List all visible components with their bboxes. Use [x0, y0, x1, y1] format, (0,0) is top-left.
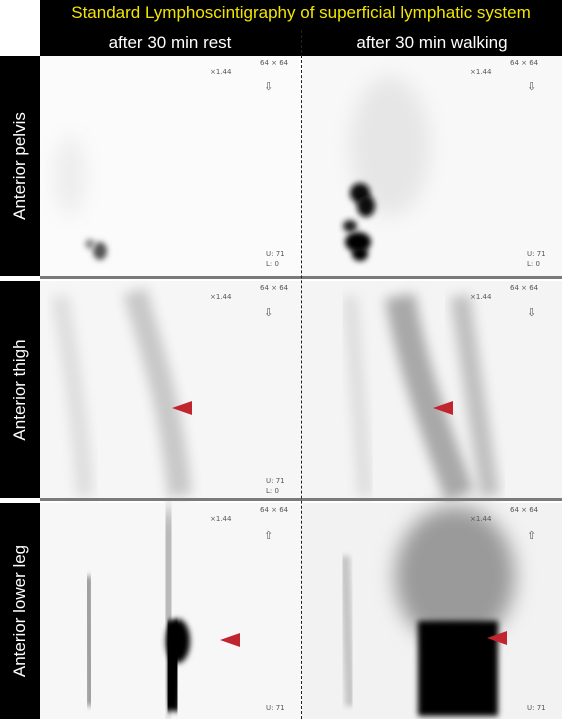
- up-arrow-icon: ⇧: [264, 529, 274, 542]
- panel-lower-leg-rest: [40, 503, 301, 719]
- column-divider: [301, 30, 302, 719]
- zoom-label: ×1.44: [210, 68, 232, 76]
- u-readout: U: 71: [527, 704, 546, 712]
- marker-arrow-thigh-walking: [433, 401, 453, 415]
- row-label-thigh: Anterior thigh: [0, 281, 40, 498]
- matrix-label: 64 × 64: [510, 284, 539, 292]
- panel-pelvis-walking: [302, 56, 562, 276]
- column-label-walking: after 30 min walking: [356, 33, 508, 52]
- zoom-label: ×1.44: [470, 515, 492, 523]
- zoom-label: ×1.44: [210, 515, 232, 523]
- panel-lower-leg-walking: [302, 503, 562, 719]
- u-readout: U: 71: [266, 477, 285, 485]
- zoom-label: ×1.44: [210, 293, 232, 301]
- figure-title: Standard Lymphoscintigraphy of superfici…: [71, 3, 531, 22]
- down-arrow-icon: ⇩: [527, 306, 537, 319]
- down-arrow-icon: ⇩: [264, 306, 274, 319]
- matrix-label: 64 × 64: [260, 506, 289, 514]
- marker-arrow-leg-walking: [487, 631, 507, 645]
- u-readout: U: 71: [527, 250, 546, 258]
- marker-arrow-thigh-rest: [172, 401, 192, 415]
- scintigraphy-images: [40, 56, 562, 719]
- u-readout: U: 71: [266, 704, 285, 712]
- matrix-label: 64 × 64: [260, 284, 289, 292]
- up-arrow-icon: ⇧: [527, 529, 537, 542]
- matrix-label: 64 × 64: [260, 59, 289, 67]
- marker-arrow-leg-rest: [220, 633, 240, 647]
- panel-thigh-walking: [302, 281, 562, 502]
- scan-grid: 64 × 64 ×1.44 ⇩ U: 71 L: 0 64 × 64 ×1.44…: [40, 56, 562, 719]
- u-readout: U: 71: [266, 250, 285, 258]
- panel-pelvis-rest: [40, 56, 301, 276]
- l-readout: L: 0: [527, 260, 540, 268]
- row-label-pelvis: Anterior pelvis: [0, 56, 40, 276]
- matrix-label: 64 × 64: [510, 506, 539, 514]
- zoom-label: ×1.44: [470, 293, 492, 301]
- column-label-rest: after 30 min rest: [108, 33, 232, 52]
- zoom-label: ×1.44: [470, 68, 492, 76]
- down-arrow-icon: ⇩: [527, 80, 537, 93]
- panel-thigh-rest: [40, 281, 301, 498]
- l-readout: L: 0: [266, 260, 279, 268]
- down-arrow-icon: ⇩: [264, 80, 274, 93]
- row-label-lower-leg: Anterior lower leg: [0, 503, 40, 719]
- l-readout: L: 0: [266, 487, 279, 495]
- matrix-label: 64 × 64: [510, 59, 539, 67]
